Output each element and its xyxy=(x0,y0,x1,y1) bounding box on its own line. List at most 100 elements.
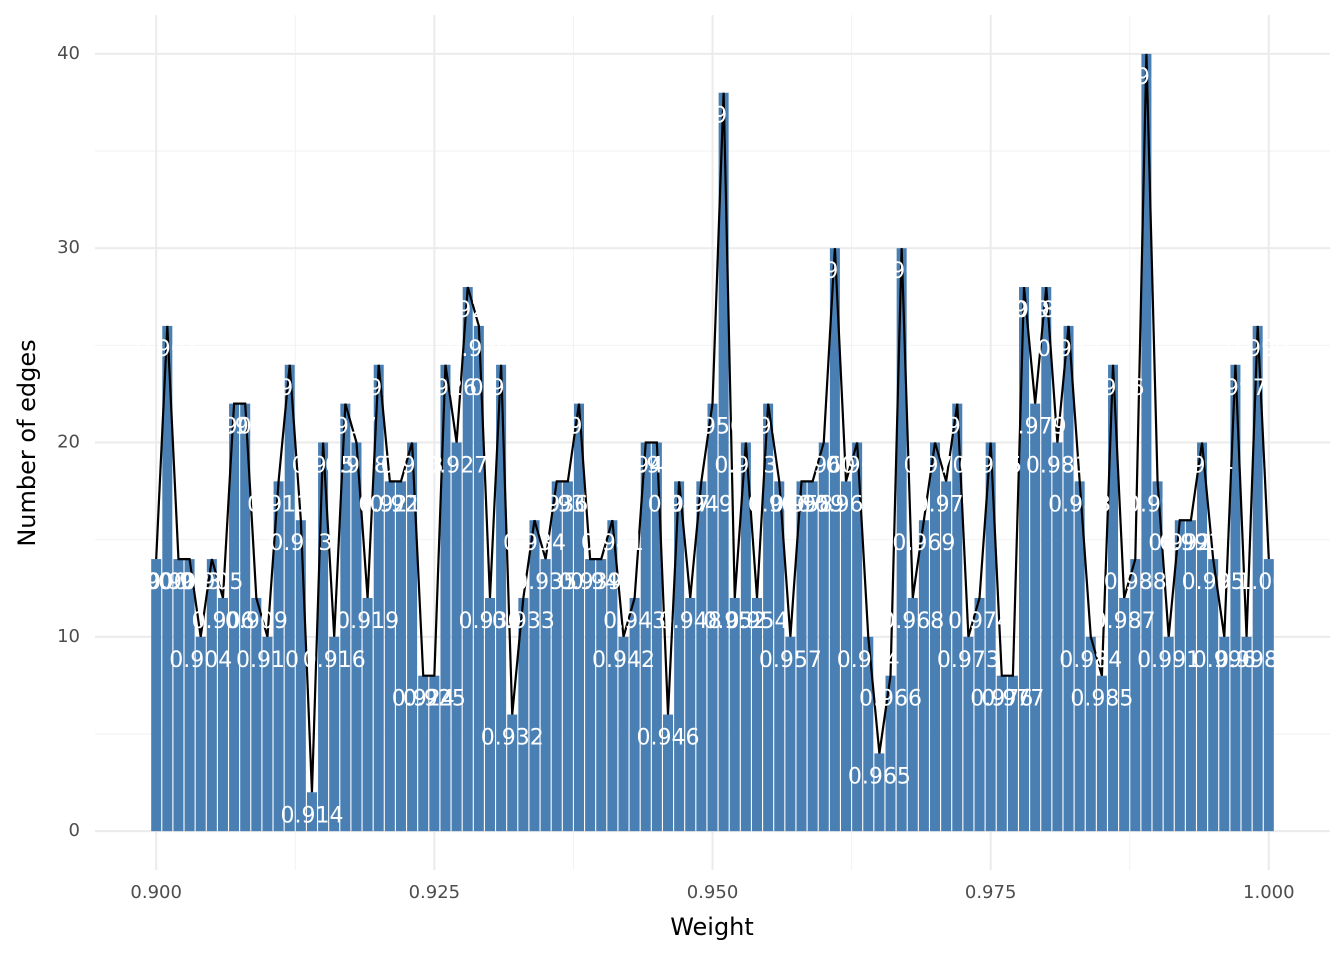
bar xyxy=(262,636,273,832)
bar xyxy=(1163,636,1174,832)
point-label: 0.909 xyxy=(225,609,288,634)
bar xyxy=(763,403,774,832)
bar xyxy=(173,559,184,832)
point-label: 0.981 xyxy=(1026,454,1089,479)
bar xyxy=(685,597,696,832)
point-label: 0.988 xyxy=(1104,570,1167,595)
point-label: 0.927 xyxy=(425,454,488,479)
bar xyxy=(429,675,440,832)
point-label: 0.931 xyxy=(470,376,533,401)
bar xyxy=(796,481,807,832)
point-label: 0.921 xyxy=(358,492,421,517)
bar xyxy=(963,636,974,832)
bar xyxy=(295,520,306,832)
point-label: 0.985 xyxy=(1070,687,1133,712)
bar xyxy=(484,597,495,832)
y-tick-label: 10 xyxy=(57,626,80,647)
point-label: 0.989 xyxy=(1115,65,1178,90)
y-tick-label: 30 xyxy=(57,237,80,258)
point-label: 0.958 xyxy=(770,492,833,517)
point-label: 0.979 xyxy=(1004,415,1067,440)
point-label: 0.934 xyxy=(503,531,566,556)
bar xyxy=(251,597,262,832)
bar xyxy=(1030,403,1041,832)
point-label: 0.952 xyxy=(703,609,766,634)
point-label: 0.963 xyxy=(826,454,889,479)
bar xyxy=(585,559,596,832)
point-label: 0.914 xyxy=(280,803,343,828)
point-label: 0.990 xyxy=(1126,492,1189,517)
bar xyxy=(807,481,818,832)
point-label: 0.923 xyxy=(381,454,444,479)
point-label: 0.953 xyxy=(714,454,777,479)
point-label: 0.913 xyxy=(269,531,332,556)
y-tick-label: 0 xyxy=(69,820,80,841)
bar xyxy=(1263,559,1274,832)
bar xyxy=(1152,481,1163,832)
bar xyxy=(1141,53,1152,832)
point-label: 0.902 xyxy=(147,570,210,595)
point-label: 0.980 xyxy=(1015,298,1078,323)
bar xyxy=(974,597,985,832)
bar xyxy=(462,287,473,832)
y-axis-title: Number of edges xyxy=(13,339,41,546)
bar xyxy=(440,364,451,832)
bar xyxy=(707,403,718,832)
bar xyxy=(1052,442,1063,832)
point-label: 0.955 xyxy=(737,415,800,440)
point-label: 0.947 xyxy=(648,492,711,517)
point-label: 0.907 xyxy=(203,415,266,440)
bar xyxy=(306,792,317,832)
bar xyxy=(373,364,384,832)
y-tick-label: 40 xyxy=(57,43,80,64)
bar xyxy=(340,403,351,832)
bar xyxy=(240,403,251,832)
bar xyxy=(407,442,418,832)
point-label: 0.965 xyxy=(848,764,911,789)
point-label: 0.917 xyxy=(314,415,377,440)
bar xyxy=(952,403,963,832)
point-label: 0.937 xyxy=(536,492,599,517)
bar xyxy=(518,597,529,832)
point-label: 0.936 xyxy=(525,492,588,517)
point-label: 0.996 xyxy=(1193,648,1256,673)
point-label: 0.991 xyxy=(1137,648,1200,673)
bar xyxy=(418,675,429,832)
bar xyxy=(351,442,362,832)
bar xyxy=(885,675,896,832)
point-label: 0.974 xyxy=(948,609,1011,634)
point-label: 0.944 xyxy=(614,454,677,479)
bar xyxy=(1119,597,1130,832)
bar xyxy=(362,597,373,832)
bar xyxy=(841,481,852,832)
point-label: 0.983 xyxy=(1048,492,1111,517)
point-label: 0.919 xyxy=(336,609,399,634)
bar xyxy=(1074,481,1085,832)
point-label: 0.932 xyxy=(481,726,544,751)
point-label: 0.954 xyxy=(726,609,789,634)
bar xyxy=(1252,325,1263,832)
point-label: 0.999 xyxy=(1226,337,1289,362)
point-label: 0.964 xyxy=(837,648,900,673)
point-label: 0.924 xyxy=(392,687,455,712)
bar xyxy=(1007,675,1018,832)
bar xyxy=(996,675,1007,832)
x-axis-title: Weight xyxy=(670,913,754,941)
bar xyxy=(751,597,763,832)
point-label: 0.969 xyxy=(892,531,955,556)
bar xyxy=(785,636,796,832)
point-label: 0.961 xyxy=(803,259,866,284)
bar xyxy=(540,559,551,832)
point-label: 0.916 xyxy=(303,648,366,673)
point-label: 0.992 xyxy=(1148,531,1211,556)
bar xyxy=(1041,287,1052,832)
bar xyxy=(662,714,674,832)
point-label: 0.903 xyxy=(158,570,221,595)
bar xyxy=(151,559,162,832)
bar xyxy=(896,248,907,832)
bar xyxy=(1208,559,1219,832)
point-label: 0.926 xyxy=(414,376,477,401)
point-label: 0.966 xyxy=(859,687,922,712)
point-label: 0.900 xyxy=(125,570,188,595)
bar xyxy=(818,442,829,832)
